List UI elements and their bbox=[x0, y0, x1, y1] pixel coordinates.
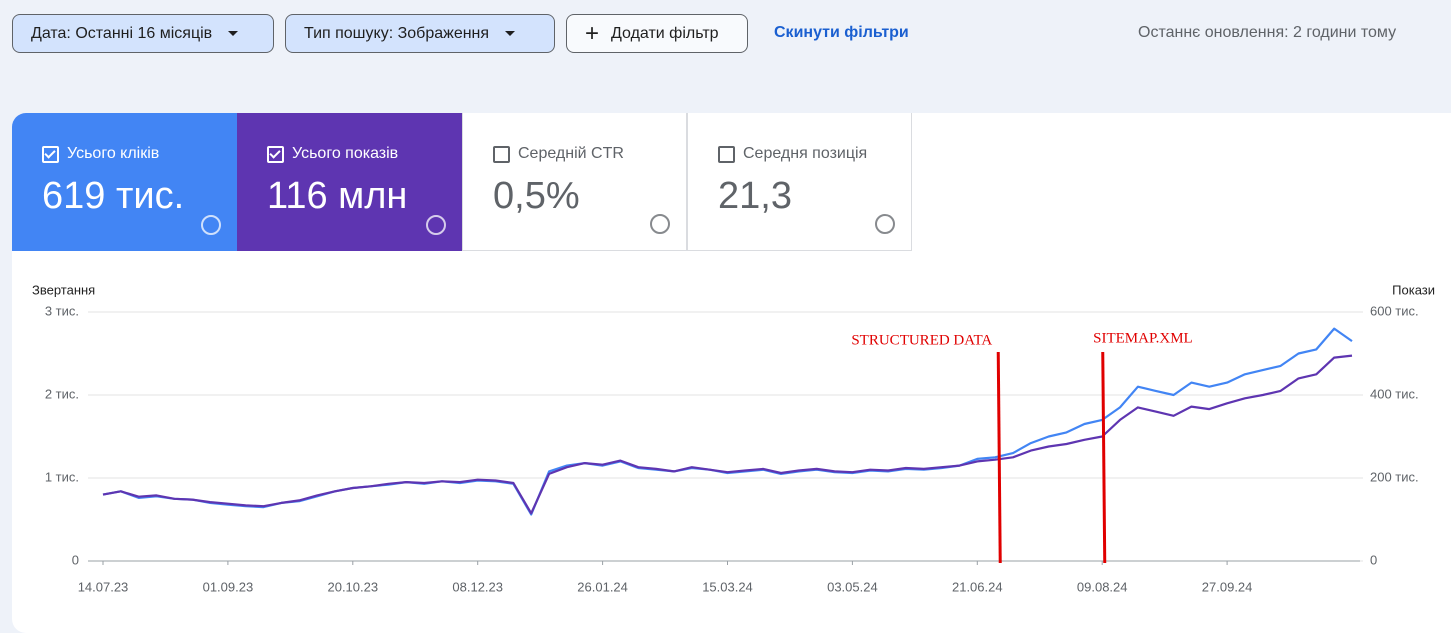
performance-card: Усього кліків 619 тис. Усього показів 116 м… bbox=[12, 113, 1451, 633]
checkbox bbox=[267, 145, 284, 163]
metric-tile[interactable]: Середня позиція 21,3 bbox=[687, 113, 912, 251]
metric-name: Усього кліків bbox=[67, 145, 160, 162]
help-icon bbox=[875, 214, 895, 234]
last-update: Останнє оновлення: 2 години тому bbox=[1138, 24, 1397, 41]
metric-value: 21,3 bbox=[718, 175, 792, 217]
type-filter[interactable]: Тип пошуку: Зображення bbox=[285, 14, 555, 53]
metric-label: Усього показів bbox=[267, 145, 398, 163]
add-filter[interactable]: + Додати фільтр bbox=[566, 14, 748, 53]
metric-value: 116 млн bbox=[267, 175, 408, 217]
checkbox bbox=[718, 145, 735, 163]
metric-tile[interactable]: Усього показів 116 млн bbox=[237, 113, 462, 251]
metric-tile[interactable]: Усього кліків 619 тис. bbox=[12, 113, 237, 251]
help-icon bbox=[201, 215, 221, 235]
metric-name: Середній CTR bbox=[518, 145, 624, 162]
metric-value: 0,5% bbox=[493, 175, 580, 217]
date-filter[interactable]: Дата: Останні 16 місяців bbox=[12, 14, 274, 53]
metric-name: Середня позиція bbox=[743, 145, 868, 162]
filter-label: Тип пошуку: Зображення bbox=[304, 24, 490, 42]
help-icon bbox=[650, 214, 670, 234]
metric-label: Середня позиція bbox=[718, 145, 867, 163]
checkbox bbox=[493, 145, 510, 163]
metric-name: Усього показів bbox=[292, 145, 399, 162]
metric-value: 619 тис. bbox=[42, 175, 185, 217]
reset-filters[interactable]: Скинути фільтри bbox=[774, 24, 909, 41]
checkbox bbox=[42, 145, 59, 163]
metric-tile[interactable]: Середній CTR 0,5% bbox=[462, 113, 687, 251]
help-icon bbox=[426, 215, 446, 235]
filter-label: Дата: Останні 16 місяців bbox=[31, 24, 213, 42]
metric-label: Усього кліків bbox=[42, 145, 159, 163]
add-filter-label: Додати фільтр bbox=[611, 24, 719, 42]
metric-label: Середній CTR bbox=[493, 145, 624, 163]
